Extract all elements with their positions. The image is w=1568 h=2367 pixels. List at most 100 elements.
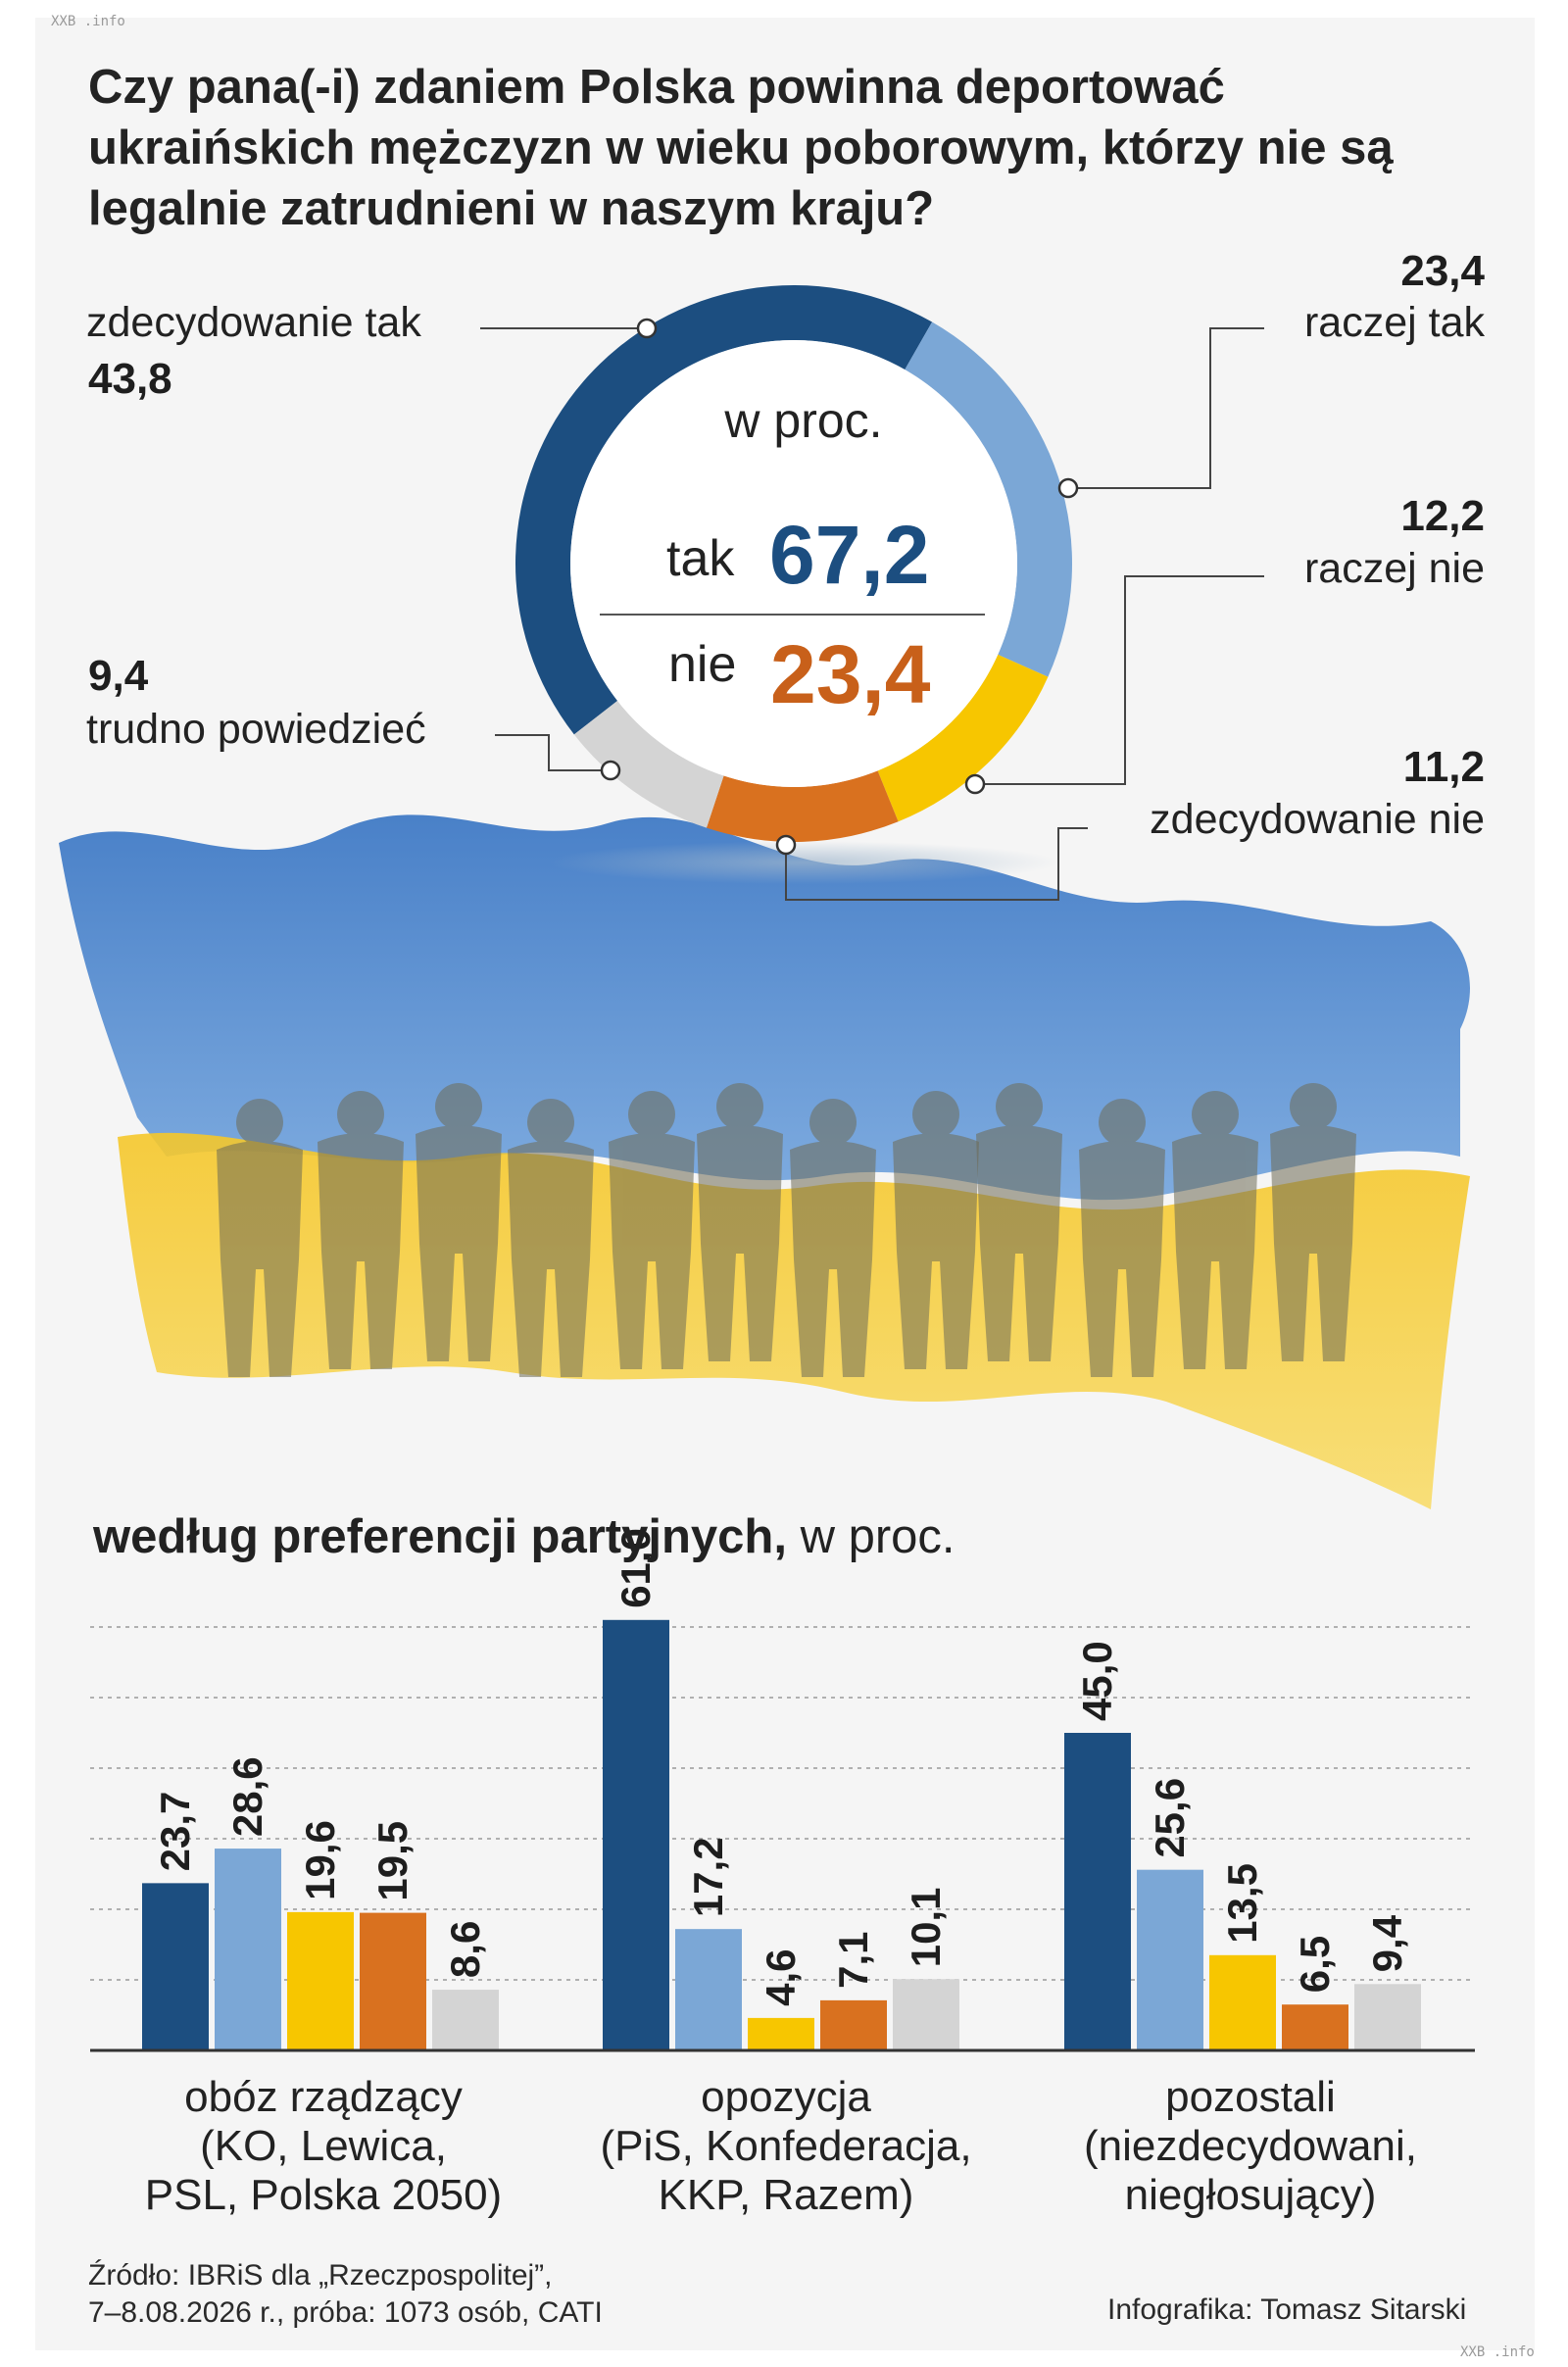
person-silhouette [217, 1099, 303, 1377]
bar-zdecydowanie-nie-1 [820, 1999, 887, 2050]
segment-value-zdecydowanie-tak: 43,8 [88, 355, 172, 403]
bar-zdecydowanie-tak-1 [603, 1619, 669, 2050]
segment-label-raczej-nie: raczej nie [1303, 545, 1485, 592]
marker-trudno-powiedziec [600, 760, 621, 781]
leader-raczej-tak [1068, 327, 1264, 489]
bar-value-label: 9,4 [1364, 1914, 1410, 1972]
leader-raczej-nie [975, 575, 1264, 785]
segment-value-raczej-tak: 23,4 [1400, 247, 1485, 295]
bar-zdecydowanie-tak-2 [1064, 1733, 1131, 2050]
bar-value-label: 8,6 [442, 1921, 488, 1978]
donut-nie-label: nie [668, 636, 737, 693]
group-name: pozostali [1165, 2073, 1336, 2121]
group-label-pozostali: pozostali (niezdecydowani, niegłosujący) [1045, 2073, 1456, 2220]
segment-value-trudno-powiedziec: 9,4 [88, 652, 149, 700]
marker-raczej-tak [1057, 477, 1079, 499]
group-detail-line2: KKP, Razem) [658, 2171, 914, 2219]
donut-shadow [549, 841, 1058, 884]
bar-value-label: 17,2 [685, 1837, 731, 1917]
segment-label-zdecydowanie-nie: zdecydowanie nie [1150, 796, 1485, 843]
person-silhouette [508, 1099, 594, 1377]
group-detail-line2: PSL, Polska 2050) [144, 2171, 503, 2219]
donut-segment-raczej-nie [877, 654, 1049, 822]
donut-segment-raczej-tak [905, 321, 1072, 677]
person-silhouette [1172, 1091, 1258, 1369]
segment-label-raczej-tak: raczej tak [1303, 299, 1485, 346]
group-label-oboz-rzadzacy: obóz rządzący (KO, Lewica, PSL, Polska 2… [118, 2073, 529, 2220]
bar-value-label: 28,6 [224, 1756, 270, 1837]
bar-value-label: 4,6 [758, 1948, 804, 2005]
bar-value-label: 7,1 [830, 1931, 876, 1988]
donut-segment-zdecydowanie-tak [515, 285, 933, 735]
bar-value-label: 19,6 [297, 1820, 343, 1900]
bar-raczej-tak-0 [215, 1849, 281, 2050]
person-silhouette [1270, 1083, 1356, 1361]
bar-raczej-tak-2 [1137, 1869, 1203, 2050]
donut-chart [515, 285, 1072, 842]
segment-label-trudno-powiedziec: trudno powiedzieć [86, 706, 426, 753]
person-silhouette [318, 1091, 404, 1369]
bar-raczej-tak-1 [675, 1929, 742, 2050]
person-silhouette [893, 1091, 979, 1369]
person-silhouette [609, 1091, 695, 1369]
bar-value-label: 25,6 [1147, 1778, 1193, 1858]
segment-value-raczej-nie: 12,2 [1400, 492, 1485, 540]
credit: Infografika: Tomasz Sitarski [1107, 2293, 1467, 2326]
men-silhouettes [217, 1083, 1356, 1377]
group-name: opozycja [701, 2073, 871, 2121]
group-detail-line1: (PiS, Konfederacja, [600, 2122, 972, 2170]
group-detail-line1: (KO, Lewica, [200, 2122, 447, 2170]
bar-zdecydowanie-nie-0 [360, 1912, 426, 2050]
leader-trudno-powiedziec [495, 734, 611, 771]
bar-chart-title: według preferencji partyjnych, w proc. [93, 1506, 956, 1568]
bar-chart-title-unit: w proc. [800, 1510, 956, 1563]
flag-illustration [59, 814, 1470, 1509]
bar-raczej-nie-0 [287, 1911, 354, 2050]
group-name: obóz rządzący [184, 2073, 463, 2121]
bar-value-label: 10,1 [903, 1888, 949, 1968]
source-line-2: 7–8.08.2026 r., próba: 1073 osób, CATI [88, 2296, 603, 2329]
segment-label-zdecydowanie-tak: zdecydowanie tak [86, 299, 421, 346]
donut-tak-value: 67,2 [769, 509, 930, 601]
bar-trudno-powiedziec-2 [1354, 1984, 1421, 2050]
group-label-opozycja: opozycja (PiS, Konfederacja, KKP, Razem) [580, 2073, 992, 2220]
person-silhouette [976, 1083, 1062, 1361]
bar-raczej-nie-2 [1209, 1954, 1276, 2050]
group-detail-line2: niegłosujący) [1124, 2171, 1377, 2219]
bar-value-label: 13,5 [1219, 1863, 1265, 1944]
person-silhouette [790, 1099, 876, 1377]
segment-value-zdecydowanie-nie: 11,2 [1402, 743, 1485, 791]
watermark-bottom: XXB .info [1460, 2344, 1535, 2360]
bar-chart: 23,7 28,6 19,6 19,5 8,6 61,0 17,2 4,6 7,1 10,1 45,… [142, 1528, 1421, 2050]
bar-trudno-powiedziec-1 [893, 1979, 959, 2050]
donut-nie-value: 23,4 [770, 628, 931, 720]
donut-unit: w proc. [724, 393, 883, 448]
bar-value-label: 23,7 [152, 1792, 198, 1872]
bar-zdecydowanie-tak-0 [142, 1883, 209, 2050]
bar-value-label: 61,0 [612, 1528, 659, 1608]
person-silhouette [1079, 1099, 1165, 1377]
bar-value-label: 19,5 [369, 1821, 416, 1901]
bar-trudno-powiedziec-0 [432, 1990, 499, 2050]
donut-tak-label: tak [666, 530, 735, 587]
watermark-top: XXB .info [51, 14, 125, 29]
donut-hole [570, 340, 1017, 787]
donut-segment-zdecydowanie-nie [706, 770, 899, 842]
bar-value-label: 45,0 [1074, 1641, 1120, 1721]
bar-chart-title-bold: według preferencji partyjnych, [93, 1510, 787, 1563]
person-silhouette [416, 1083, 502, 1361]
marker-zdecydowanie-nie [775, 834, 797, 856]
marker-raczej-nie [964, 773, 986, 795]
group-detail-line1: (niezdecydowani, [1084, 2122, 1417, 2170]
bar-value-label: 6,5 [1292, 1936, 1338, 1993]
source-line-1: Źródło: IBRiS dla „Rzeczpospolitej”, [88, 2259, 553, 2292]
page-title: Czy pana(-i) zdaniem Polska powinna depo… [88, 61, 1394, 235]
bar-zdecydowanie-nie-2 [1282, 2004, 1348, 2050]
marker-zdecydowanie-tak [636, 318, 658, 339]
leader-zdecydowanie-nie [785, 827, 1088, 901]
source-note: Źródło: IBRiS dla „Rzeczpospolitej”, 7–8… [88, 2257, 603, 2332]
bar-raczej-nie-1 [748, 2017, 814, 2050]
donut-segment-trudno-powiedziec [573, 701, 724, 828]
